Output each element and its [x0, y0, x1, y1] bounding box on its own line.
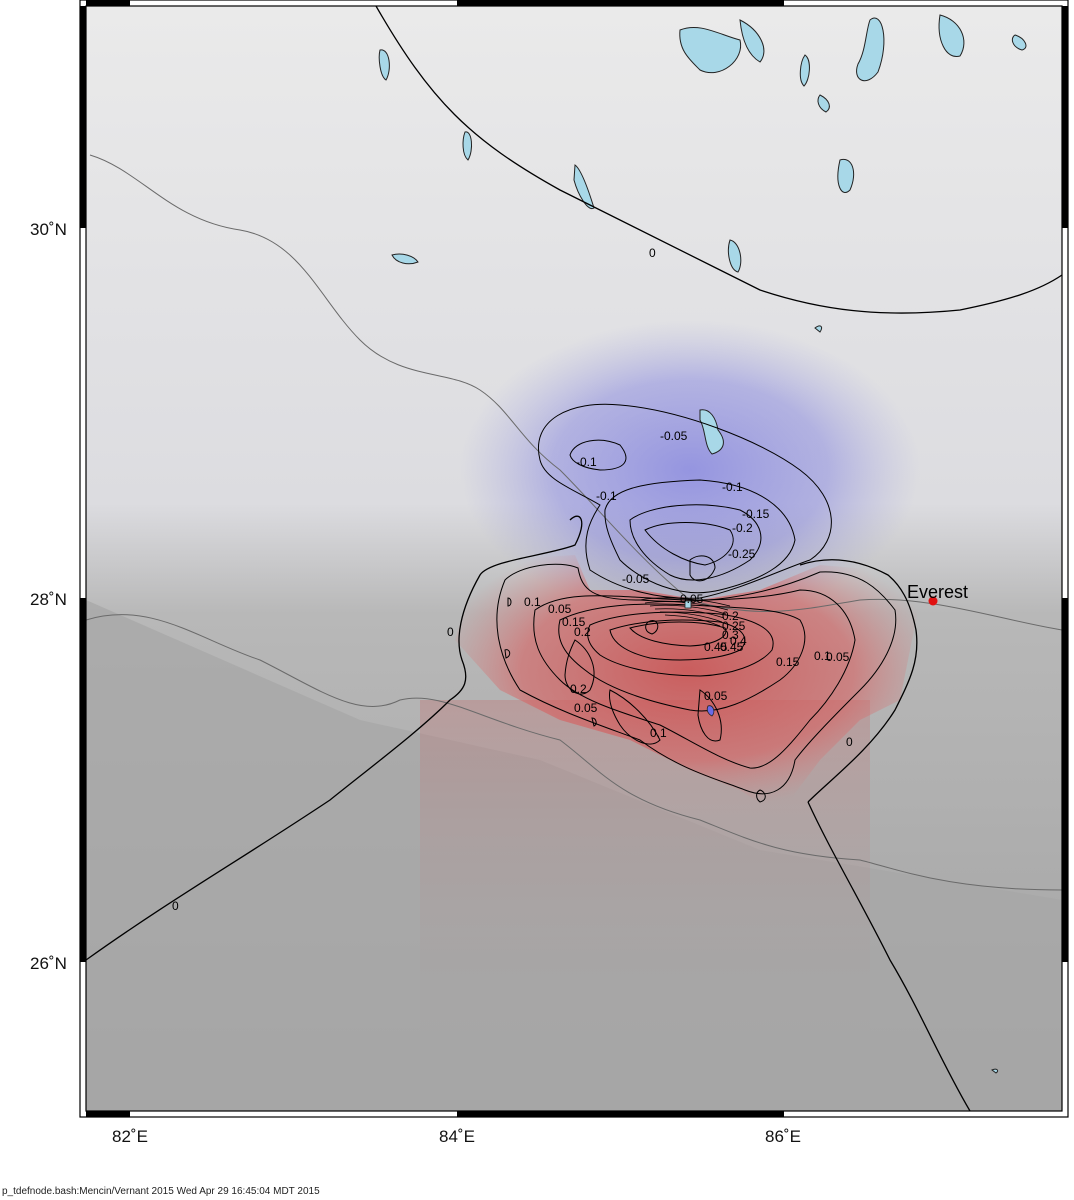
lat-label-26: 26˚N [30, 954, 67, 973]
contour-label: 0.1 [650, 726, 667, 740]
lat-label-28: 28˚N [30, 590, 67, 609]
contour-label: -0.1 [576, 455, 597, 469]
contour-label: 0.45 [704, 640, 728, 654]
contour-label: 0.05 [548, 602, 572, 616]
contour-label: 0.2 [570, 682, 587, 696]
contour-label: 0.2 [574, 625, 591, 639]
subsidence-contours [538, 403, 832, 599]
everest-label: Everest [907, 582, 968, 602]
contour-label: 0.05 [574, 701, 598, 715]
everest-marker [928, 596, 938, 606]
lon-label-84: 84˚E [439, 1127, 475, 1146]
contour-label: 0.4 [730, 634, 747, 648]
contour-label: 0 [846, 735, 853, 749]
contour-label: 0.45 [720, 640, 744, 654]
contour-label: 0.1 [524, 595, 541, 609]
small-blue-patch [706, 705, 715, 717]
contour-label: 0.3 [722, 628, 739, 642]
contour-label: -0.25 [728, 547, 756, 561]
contour-labels: 0 0 0 0 -0.05 -0.1 -0.1 -0.1 -0.15 -0.2 … [172, 246, 853, 913]
contour-label: 0.05 [826, 650, 850, 664]
contour-label: 0 [172, 899, 179, 913]
contour-label: -0.1 [596, 489, 617, 503]
contour-label: -0.1 [722, 480, 743, 494]
contour-label: 0.05 [680, 592, 704, 606]
contour-label: -0.05 [660, 429, 688, 443]
border-lines [86, 154, 1062, 891]
uplift-contours [496, 563, 897, 803]
center-lake [684, 600, 692, 609]
contour-label: -0.15 [742, 507, 770, 521]
footer-credit: p_tdefnode.bash:Mencin/Vernant 2015 Wed … [2, 1186, 320, 1197]
contour-label: -0.05 [622, 572, 650, 586]
uplift-zone [455, 555, 920, 810]
contour-label: 0.1 [814, 649, 831, 663]
contour-label: 0.15 [562, 615, 586, 629]
lon-label-82: 82˚E [112, 1127, 148, 1146]
map-frame [79, 0, 1069, 1118]
contour-label: 0 [649, 246, 656, 260]
contour-label: 0.05 [704, 689, 728, 703]
axis-labels: 82˚E 84˚E 86˚E 30˚N 28˚N 26˚N [30, 220, 801, 1146]
contour-label: 0.25 [722, 619, 746, 633]
contour-label: 0.15 [776, 655, 800, 669]
zero-contours [86, 6, 1062, 1111]
contour-label: 0.2 [722, 609, 739, 623]
lat-label-30: 30˚N [30, 220, 67, 239]
lon-label-86: 86˚E [765, 1127, 801, 1146]
contour-label: -0.2 [732, 521, 753, 535]
contour-label: 0 [447, 625, 454, 639]
lakes [378, 14, 1027, 1074]
